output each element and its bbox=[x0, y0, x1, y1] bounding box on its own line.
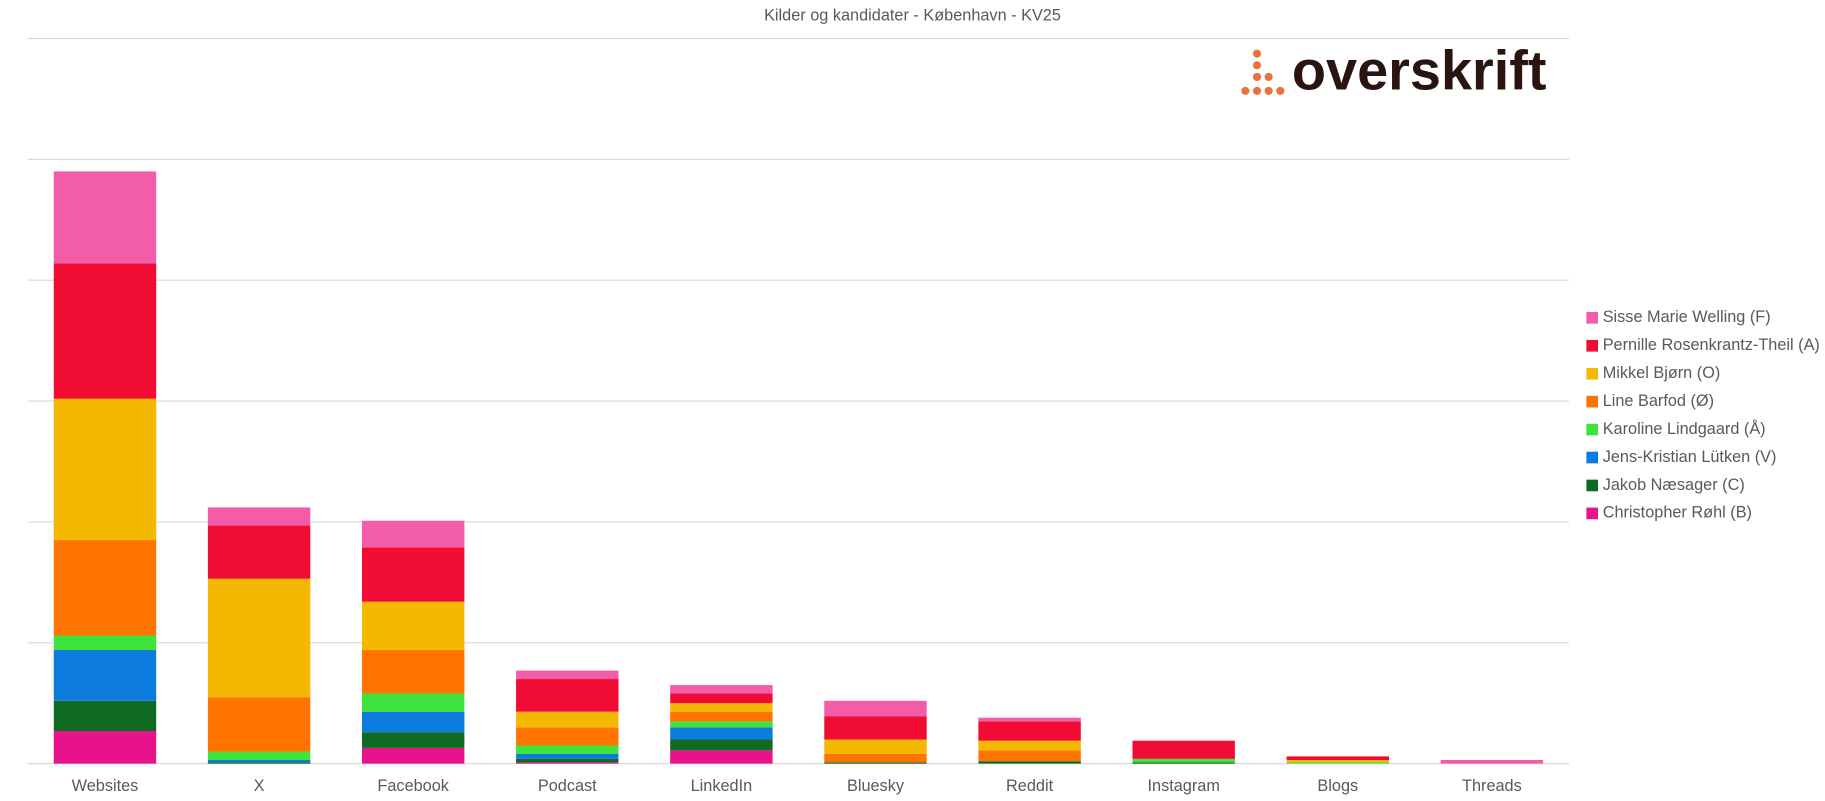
x-tick-label: Podcast bbox=[538, 777, 597, 795]
bar-segment bbox=[53, 650, 157, 701]
bar-segment bbox=[53, 171, 157, 264]
bar-segment bbox=[361, 747, 465, 764]
x-tick-label: Bluesky bbox=[847, 777, 905, 795]
bar-segment bbox=[978, 761, 1081, 764]
bar-segment bbox=[670, 721, 773, 728]
bar-segment bbox=[516, 758, 619, 763]
legend-label: Pernille Rosenkrantz-Theil (A) bbox=[1603, 336, 1820, 354]
logo: overskrift bbox=[1241, 38, 1547, 101]
bar-segment bbox=[670, 739, 773, 751]
bar-segment bbox=[670, 727, 773, 740]
bar-segment bbox=[53, 398, 157, 541]
bar-segment bbox=[824, 753, 927, 763]
bar-segment bbox=[516, 727, 619, 746]
bar-segment bbox=[978, 721, 1081, 741]
bar-segment bbox=[207, 751, 311, 761]
bar-segment bbox=[361, 601, 465, 651]
bar-segment bbox=[1286, 762, 1390, 764]
bar-segment bbox=[207, 507, 311, 526]
x-tick-label: Facebook bbox=[377, 777, 449, 795]
bar-segment bbox=[361, 650, 465, 694]
bar-segment bbox=[670, 693, 773, 704]
bar-segment bbox=[53, 731, 157, 764]
x-tick-label: Reddit bbox=[1006, 777, 1054, 795]
bar-segment bbox=[824, 739, 927, 754]
bar-segment bbox=[670, 685, 773, 694]
legend-label: Line Barfod (Ø) bbox=[1603, 392, 1714, 410]
legend-label: Sisse Marie Welling (F) bbox=[1603, 308, 1771, 326]
bar-segment bbox=[53, 263, 157, 399]
bar-segment bbox=[1440, 760, 1544, 764]
legend-swatch bbox=[1586, 367, 1599, 380]
legend-swatch bbox=[1586, 423, 1599, 436]
bar-segment bbox=[670, 750, 773, 764]
legend-swatch bbox=[1586, 312, 1599, 324]
bar-segment bbox=[978, 740, 1081, 751]
bar-segment bbox=[53, 635, 157, 651]
bar-segment bbox=[207, 525, 311, 579]
legend-swatch bbox=[1586, 339, 1599, 352]
x-tick-label: X bbox=[254, 777, 265, 795]
legend-label: Christopher Røhl (B) bbox=[1603, 504, 1752, 522]
bar-segment bbox=[1132, 762, 1235, 764]
x-tick-label: Threads bbox=[1462, 777, 1522, 795]
bar-segment bbox=[207, 762, 311, 764]
bar-segment bbox=[670, 711, 773, 722]
bar-segment bbox=[361, 693, 465, 712]
bar-segment bbox=[361, 520, 465, 548]
chart-title: Kilder og kandidater - København - KV25 bbox=[764, 7, 1061, 25]
legend-label: Jakob Næsager (C) bbox=[1603, 476, 1745, 494]
logo-text: overskrift bbox=[1292, 38, 1547, 101]
legend-swatch bbox=[1586, 395, 1599, 408]
bar-segment bbox=[516, 762, 619, 764]
bar-segment bbox=[1132, 758, 1235, 763]
logo-dots bbox=[1241, 49, 1285, 95]
legend-swatch bbox=[1586, 479, 1599, 492]
bar-segment bbox=[1286, 756, 1390, 761]
legend-label: Karoline Lindgaard (Å) bbox=[1603, 419, 1766, 438]
x-tick-label: Websites bbox=[72, 777, 139, 795]
bar-segment bbox=[978, 750, 1081, 762]
bar-segment bbox=[824, 762, 927, 764]
bar-segment bbox=[516, 670, 619, 680]
legend-label: Mikkel Bjørn (O) bbox=[1603, 364, 1721, 382]
x-tick-label: Blogs bbox=[1317, 777, 1358, 795]
bar-segment bbox=[361, 732, 465, 748]
bar-segment bbox=[207, 578, 311, 698]
bar-segment bbox=[53, 700, 157, 732]
bar-segment bbox=[53, 540, 157, 636]
bar-segment bbox=[670, 703, 773, 712]
bar-segment bbox=[516, 745, 619, 754]
x-tick-label: LinkedIn bbox=[691, 777, 753, 795]
bar-segment bbox=[207, 697, 311, 752]
bar-segment bbox=[207, 760, 311, 763]
bar-segment bbox=[361, 711, 465, 733]
bar-segment bbox=[824, 700, 927, 717]
bar-segment bbox=[516, 679, 619, 712]
bar-segment bbox=[361, 547, 465, 602]
legend-swatch bbox=[1586, 451, 1599, 464]
bar-segment bbox=[516, 711, 619, 728]
bar-segment bbox=[1132, 740, 1235, 759]
bar-segment bbox=[516, 753, 619, 759]
bar-segment bbox=[978, 717, 1081, 722]
legend-swatch bbox=[1586, 507, 1599, 520]
x-tick-label: Instagram bbox=[1147, 777, 1219, 795]
bar-segment bbox=[824, 716, 927, 740]
legend-label: Jens-Kristian Lütken (V) bbox=[1603, 448, 1777, 466]
bar-segment bbox=[1286, 760, 1390, 763]
